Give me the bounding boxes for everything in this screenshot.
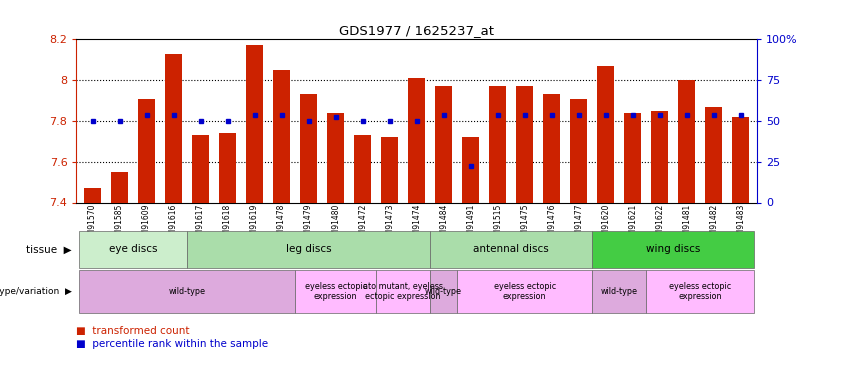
Bar [592, 231, 754, 268]
Bar [138, 99, 155, 202]
Bar [489, 86, 506, 202]
Text: wild-type: wild-type [168, 287, 206, 296]
Bar [111, 172, 128, 202]
Bar [678, 80, 695, 203]
Bar [192, 135, 209, 202]
Bar [457, 270, 592, 313]
Text: wild-type: wild-type [425, 287, 462, 296]
Bar [516, 86, 534, 202]
Text: tissue  ▶: tissue ▶ [26, 244, 72, 254]
Bar [79, 270, 295, 313]
Text: ato mutant, eyeless
ectopic expression: ato mutant, eyeless ectopic expression [363, 282, 444, 301]
Text: eyeless ectopic
expression: eyeless ectopic expression [669, 282, 732, 301]
Text: wing discs: wing discs [646, 244, 700, 254]
Bar [273, 70, 291, 202]
Bar [592, 270, 646, 313]
Bar [79, 231, 187, 268]
Bar [84, 188, 102, 202]
Text: eyeless ectopic
expression: eyeless ectopic expression [305, 282, 367, 301]
Bar [597, 66, 615, 203]
Bar [431, 231, 592, 268]
Bar [705, 106, 722, 202]
Text: genotype/variation  ▶: genotype/variation ▶ [0, 287, 72, 296]
Bar [187, 231, 431, 268]
Bar [431, 270, 457, 313]
Bar [354, 135, 372, 202]
Title: GDS1977 / 1625237_at: GDS1977 / 1625237_at [339, 24, 494, 37]
Bar [246, 45, 263, 203]
Bar [570, 99, 588, 202]
Text: ■  percentile rank within the sample: ■ percentile rank within the sample [76, 339, 268, 349]
Bar [732, 117, 749, 202]
Text: eye discs: eye discs [108, 244, 157, 254]
Bar [624, 113, 641, 202]
Bar [327, 113, 345, 202]
Bar [651, 111, 668, 202]
Text: antennal discs: antennal discs [473, 244, 549, 254]
Text: eyeless ectopic
expression: eyeless ectopic expression [494, 282, 556, 301]
Bar [542, 94, 561, 202]
Bar [408, 78, 425, 203]
Bar [381, 137, 398, 202]
Bar [165, 54, 182, 202]
Bar [299, 94, 318, 202]
Text: ■  transformed count: ■ transformed count [76, 326, 190, 336]
Bar [219, 133, 236, 202]
Bar [376, 270, 431, 313]
Text: wild-type: wild-type [601, 287, 638, 296]
Bar [435, 86, 452, 202]
Bar [646, 270, 754, 313]
Bar [295, 270, 376, 313]
Text: leg discs: leg discs [286, 244, 332, 254]
Bar [462, 137, 479, 202]
